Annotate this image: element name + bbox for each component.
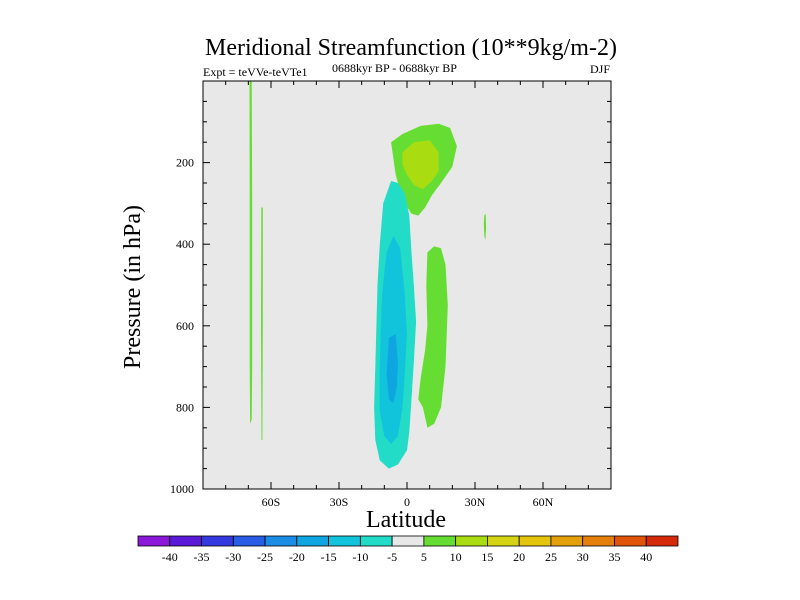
- contour-region: [483, 213, 487, 241]
- colorbar-label: -35: [194, 550, 210, 564]
- colorbar-swatch: [232, 535, 266, 547]
- colorbar-label: -10: [352, 550, 368, 564]
- colorbar-swatch: [201, 535, 234, 547]
- y-tick-label: 200: [176, 156, 194, 170]
- colorbar-label: -30: [225, 550, 241, 564]
- colorbar-label: 15: [481, 550, 493, 564]
- x-tick-label: 0: [404, 495, 410, 509]
- colorbar-swatch: [423, 535, 457, 547]
- chart-title: Meridional Streamfunction (10**9kg/m-2): [205, 35, 617, 61]
- colorbar-swatch: [359, 535, 393, 547]
- colorbar-swatch: [487, 535, 520, 547]
- colorbar-swatch: [391, 535, 425, 547]
- period-label: 0688kyr BP - 0688kyr BP: [332, 61, 457, 75]
- colorbar-label: -40: [162, 550, 178, 564]
- colorbar-swatch: [296, 535, 329, 547]
- y-tick-label: 1000: [170, 482, 194, 496]
- colorbar-swatch: [137, 535, 171, 547]
- colorbar-label: 5: [421, 550, 427, 564]
- colorbar-swatch: [645, 535, 679, 547]
- y-tick-label: 800: [176, 400, 194, 414]
- season-label: DJF: [590, 62, 610, 76]
- colorbar-swatch: [614, 535, 647, 547]
- colorbar-swatch: [264, 535, 298, 547]
- experiment-label: Expt = teVVe-teVTe1: [203, 65, 308, 79]
- colorbar-swatch: [169, 535, 202, 547]
- x-tick-label: 30S: [330, 495, 349, 509]
- colorbar-swatch: [518, 535, 552, 547]
- colorbar-label: -25: [257, 550, 273, 564]
- x-axis-label: Latitude: [366, 507, 446, 533]
- colorbar-label: -5: [387, 550, 397, 564]
- colorbar-swatch: [455, 535, 488, 547]
- contour-region: [261, 207, 263, 440]
- contour-region: [386, 334, 398, 404]
- contour-region: [418, 246, 448, 428]
- colorbar-label: 40: [640, 550, 652, 564]
- contour-region: [249, 81, 253, 424]
- x-tick-label: 60N: [533, 495, 554, 509]
- y-tick-label: 400: [176, 237, 194, 251]
- y-tick-label: 600: [176, 319, 194, 333]
- colorbar-label: 20: [513, 550, 525, 564]
- colorbar-label: 10: [450, 550, 462, 564]
- contour-region: [402, 140, 439, 190]
- colorbar-label: 25: [545, 550, 557, 564]
- colorbar-label: 30: [577, 550, 589, 564]
- colorbar-swatch: [582, 535, 615, 547]
- colorbar-label: -15: [321, 550, 337, 564]
- colorbar-swatch: [550, 535, 584, 547]
- x-tick-label: 60S: [262, 495, 281, 509]
- y-axis-label: Pressure (in hPa): [120, 205, 146, 369]
- x-tick-label: 30N: [465, 495, 486, 509]
- colorbar-label: -20: [289, 550, 305, 564]
- colorbar-swatch: [328, 535, 361, 547]
- colorbar-label: 35: [608, 550, 620, 564]
